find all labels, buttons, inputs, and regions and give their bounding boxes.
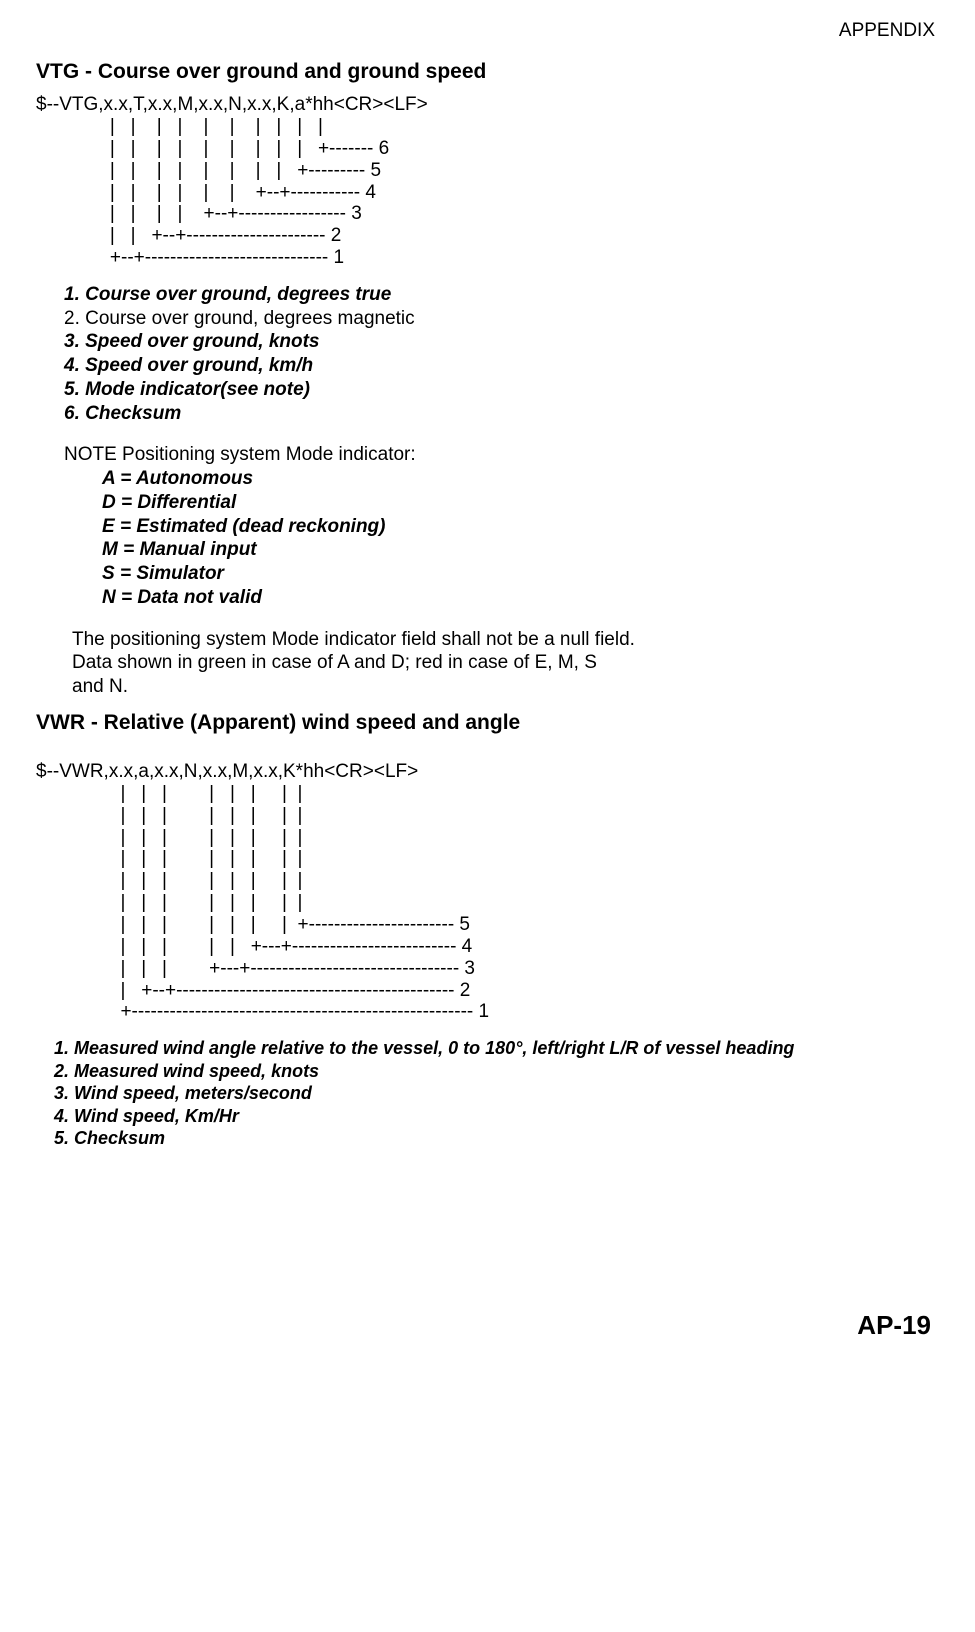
vtg-mode-m: M = Manual input [102, 538, 935, 562]
vwr-field-4: 4. Wind speed, Km/Hr [54, 1105, 935, 1128]
vwr-sentence: $--VWR,x.x,a,x.x,N,x.x,M,x.x,K*hh<CR><LF… [36, 761, 935, 783]
vtg-mode-n: N = Data not valid [102, 586, 935, 610]
vtg-field-3: 3. Speed over ground, knots [64, 330, 935, 354]
vwr-field-5: 5. Checksum [54, 1127, 935, 1150]
vtg-mode-s: S = Simulator [102, 562, 935, 586]
vwr-fields: 1. Measured wind angle relative to the v… [54, 1037, 935, 1150]
vwr-field-3: 3. Wind speed, meters/second [54, 1082, 935, 1105]
vtg-note-text-1: The positioning system Mode indicator fi… [72, 628, 935, 652]
vtg-mode-a: A = Autonomous [102, 467, 935, 491]
vtg-field-6: 6. Checksum [64, 402, 935, 426]
vtg-title: VTG - Course over ground and ground spee… [36, 60, 935, 84]
vtg-fields: 1. Course over ground, degrees true 2. C… [64, 283, 935, 699]
vwr-field-1-post: , left/right L/R of vessel heading [522, 1038, 794, 1058]
vwr-field-1: 1. Measured wind angle relative to the v… [54, 1037, 935, 1060]
appendix-header: APPENDIX [36, 20, 935, 42]
page-number: AP-19 [36, 1310, 935, 1341]
vtg-note-text-2: Data shown in green in case of A and D; … [72, 651, 935, 675]
vwr-field-2: 2. Measured wind speed, knots [54, 1060, 935, 1083]
vtg-field-4: 4. Speed over ground, km/h [64, 354, 935, 378]
vtg-field-5: 5. Mode indicator(see note) [64, 378, 935, 402]
vtg-mode-d: D = Differential [102, 491, 935, 515]
vtg-note-label: NOTE Positioning system Mode indicator: [64, 443, 935, 467]
vwr-field-1-pre: 1. Measured wind angle relative to the v… [54, 1038, 515, 1058]
vtg-mode-e: E = Estimated (dead reckoning) [102, 515, 935, 539]
vwr-diagram: | | | | | | | | | | | | | | | | | | | | … [36, 783, 935, 1023]
vtg-diagram: | | | | | | | | | | | | | | | | | | | +-… [36, 116, 935, 269]
vtg-field-1: 1. Course over ground, degrees true [64, 283, 935, 307]
vwr-title: VWR - Relative (Apparent) wind speed and… [36, 711, 935, 735]
vtg-note-text-3: and N. [72, 675, 935, 699]
vtg-field-2: 2. Course over ground, degrees magnetic [64, 307, 935, 331]
vtg-sentence: $--VTG,x.x,T,x.x,M,x.x,N,x.x,K,a*hh<CR><… [36, 94, 935, 116]
